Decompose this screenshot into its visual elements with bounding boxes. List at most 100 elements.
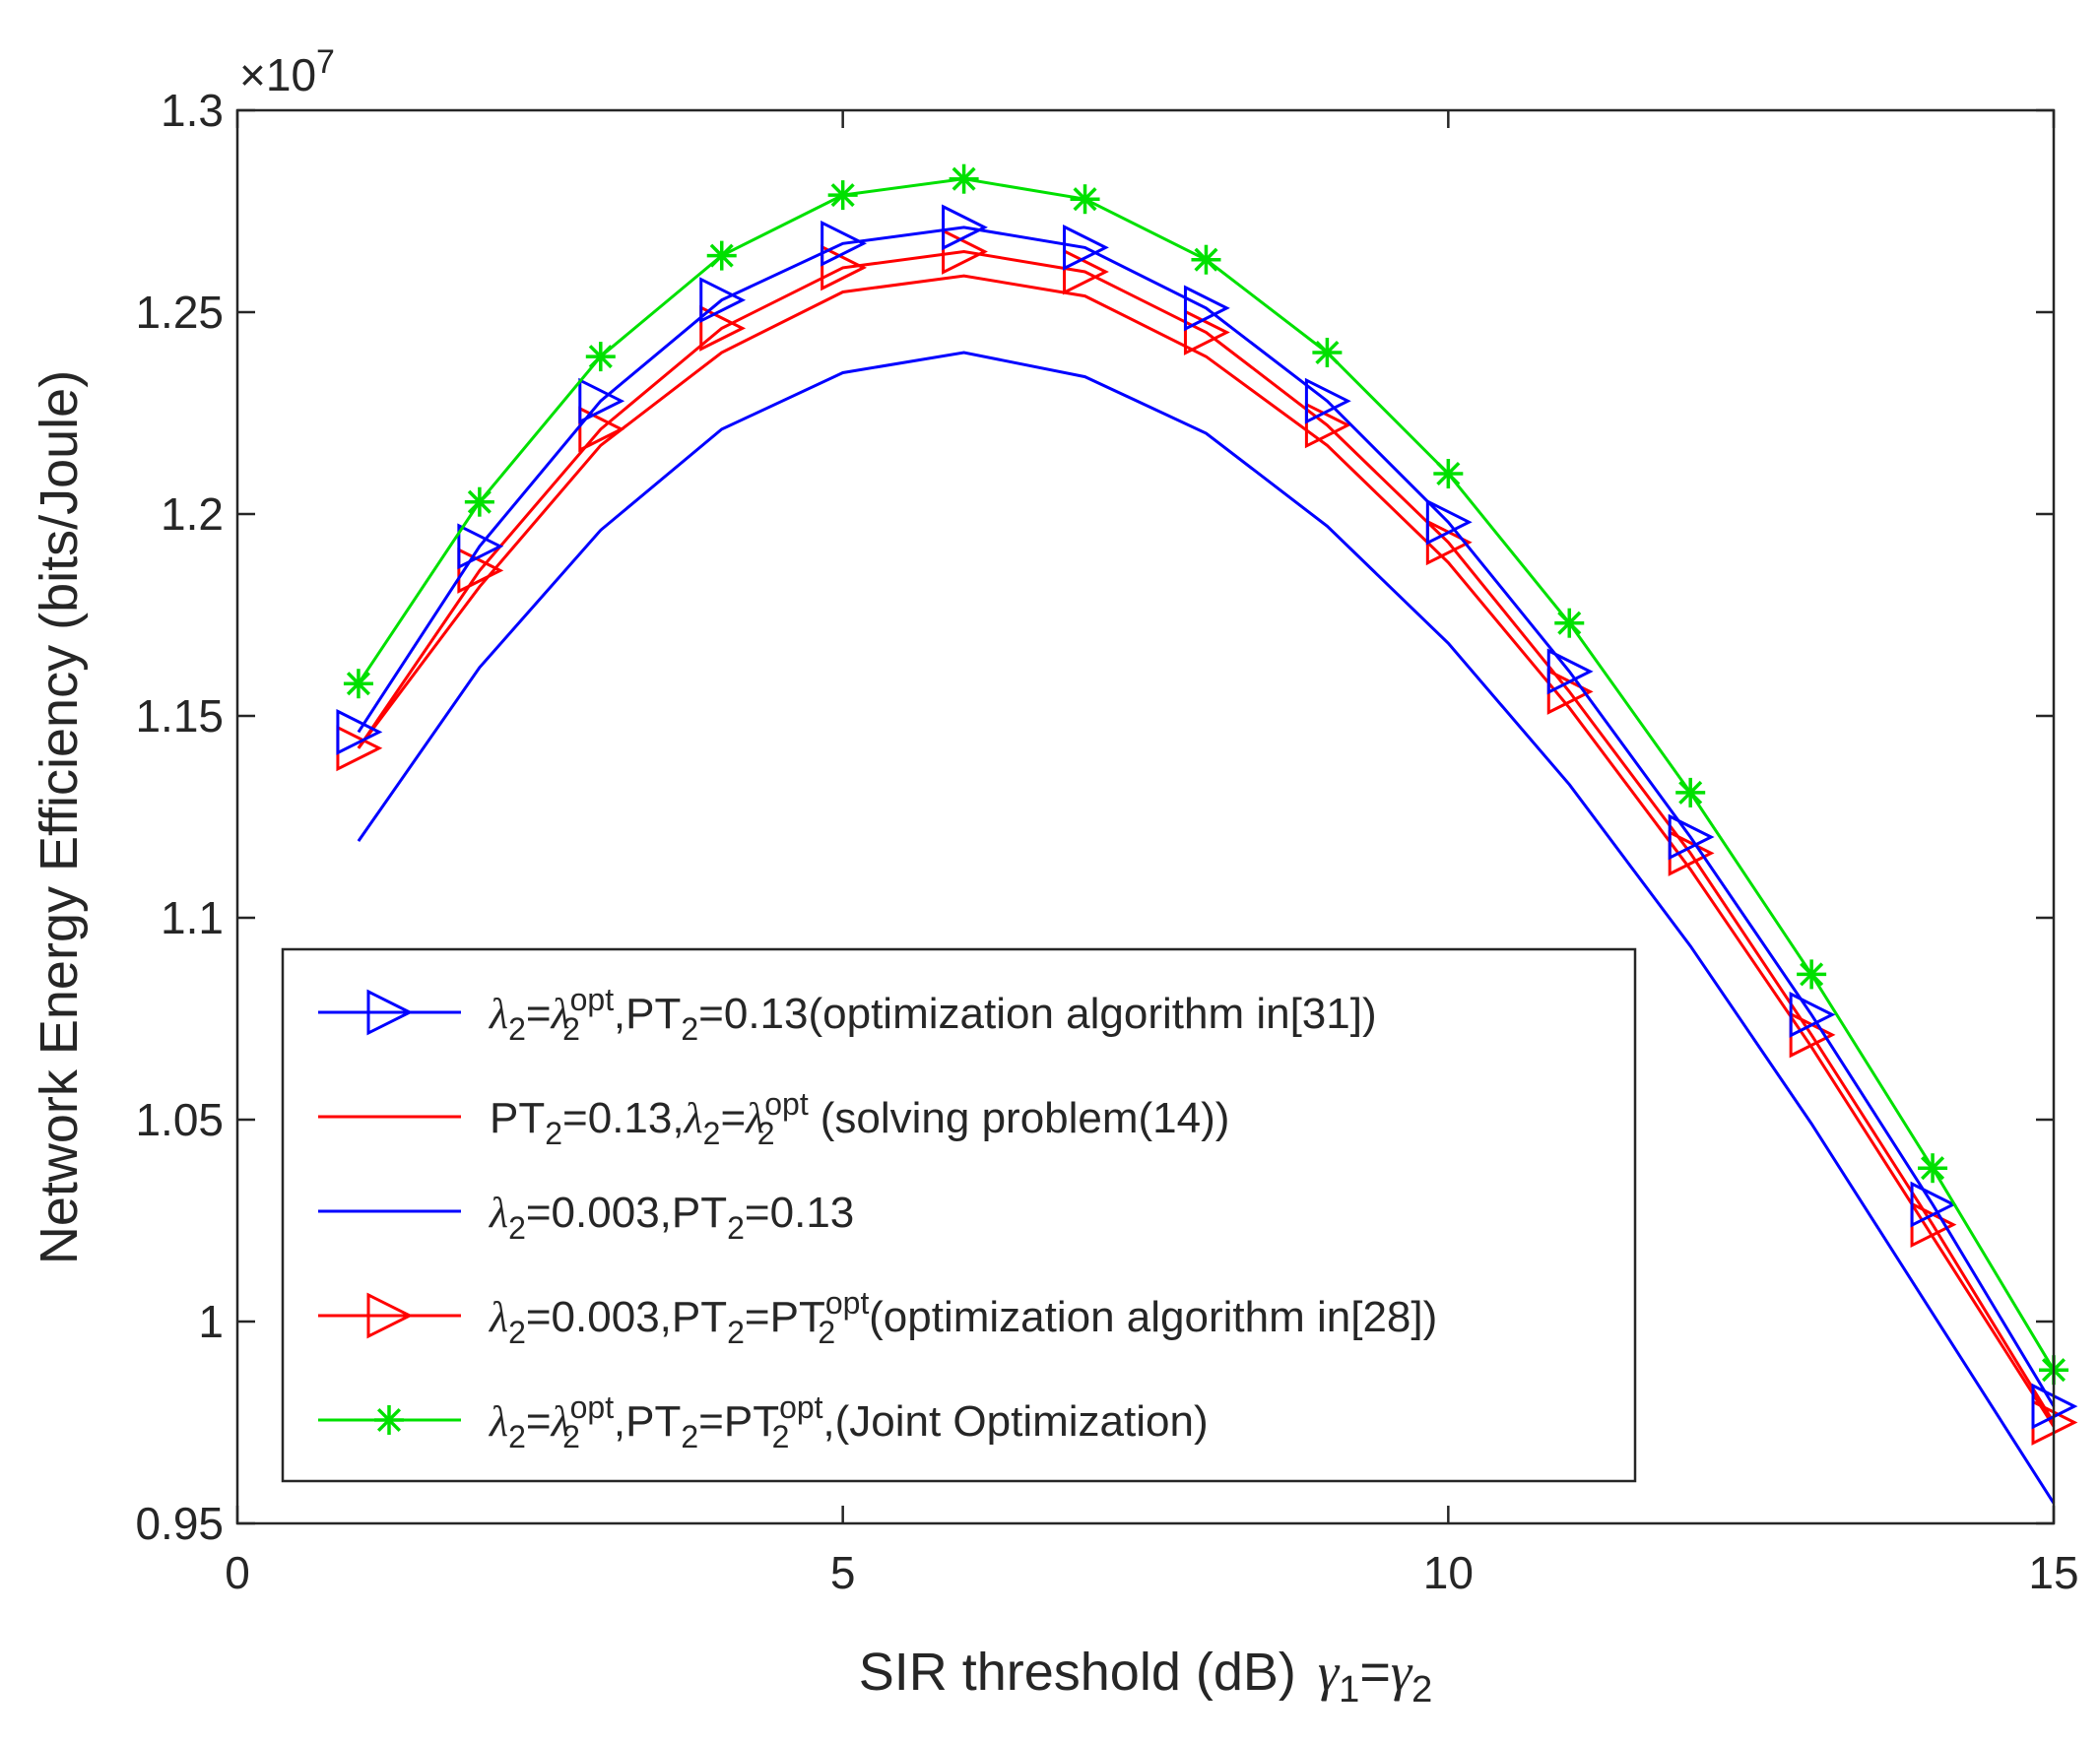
x-tick-label: 5 <box>830 1547 856 1598</box>
legend-subscript: 2 <box>681 1419 698 1454</box>
series-5 <box>343 163 2068 1386</box>
legend-subscript: 2 <box>772 1419 790 1454</box>
series-5-point <box>1191 244 1221 275</box>
legend-superscript: opt <box>764 1086 809 1122</box>
series-2-line <box>357 274 2056 1428</box>
series-1-point <box>699 277 747 324</box>
star-stroke <box>1436 461 1461 486</box>
series-1-point <box>1668 813 1715 861</box>
y-exponent-base: ×10 <box>239 49 316 100</box>
star-stroke <box>709 243 734 268</box>
series-2 <box>357 274 2056 1428</box>
star-stroke <box>1800 962 1824 987</box>
y-tick-label: 1.1 <box>161 892 224 943</box>
series-4-point <box>820 244 868 291</box>
star-stroke <box>1557 611 1582 635</box>
series-1-point <box>942 204 988 251</box>
legend-symbol: λ <box>550 990 570 1038</box>
legend-subscript: 2 <box>508 1011 526 1047</box>
legend-text-part: =0.003,PT <box>526 1189 727 1237</box>
series-1 <box>336 204 2078 1430</box>
x-axis-label: SIR threshold (dB) γ1=γ2 <box>859 1643 1433 1711</box>
series-5-point <box>1797 959 1827 990</box>
series-1-line <box>357 226 2056 1407</box>
x-axis-label-main: SIR threshold (dB) <box>859 1643 1296 1702</box>
legend-label: λ2​=0.003,PT2​=0.13 <box>488 1189 854 1246</box>
legend-text-part: =0.13(optimization algorithm in[31]) <box>698 990 1376 1038</box>
series-5-point <box>1918 1153 1948 1184</box>
series-4-point <box>699 304 747 352</box>
series-5-point <box>1675 777 1706 807</box>
series-1-point <box>1789 991 1836 1038</box>
legend-text-part: =PT <box>698 1397 779 1446</box>
legend-symbol: λ <box>488 990 508 1038</box>
legend-text-part: (solving problem(14)) <box>809 1094 1230 1142</box>
legend-symbol: λ <box>744 1094 764 1142</box>
legend-subscript: 2 <box>562 1011 580 1047</box>
series-4-point <box>1304 402 1351 449</box>
star-stroke <box>346 672 370 696</box>
legend-subscript: 2 <box>545 1116 562 1151</box>
legend-subscript: 2 <box>757 1116 775 1151</box>
legend-subscript: 2 <box>727 1210 745 1246</box>
legend-swatch-marker <box>366 1292 414 1339</box>
y-tick-label: 1.3 <box>161 85 224 136</box>
legend-text-part: ,PT <box>614 990 681 1038</box>
series-4-point <box>457 547 504 594</box>
series-4-point <box>1063 248 1109 295</box>
axes-layer: 0 5 10 15 0.95 1 1.05 1.1 1.15 1.2 1.25 1.3 <box>135 85 2078 1598</box>
series-layer <box>336 163 2078 1505</box>
series-1-point <box>457 523 504 570</box>
x-axis-equals: = <box>1359 1643 1391 1702</box>
star-stroke <box>467 489 492 514</box>
series-1-point <box>1910 1181 1957 1228</box>
legend-text-part: =0.003,PT <box>526 1293 727 1341</box>
star-stroke <box>588 345 613 369</box>
y-exponent-power: 7 <box>316 43 335 81</box>
legend-symbol: λ <box>683 1094 703 1142</box>
legend-text-part: (optimization algorithm in[28]) <box>869 1293 1437 1341</box>
series-3 <box>357 351 2056 1505</box>
legend-superscript: opt <box>825 1285 870 1321</box>
legend-symbol: λ <box>488 1397 508 1446</box>
series-5-point <box>949 163 979 194</box>
legend-symbol: λ <box>488 1189 508 1237</box>
star-stroke <box>1315 340 1340 365</box>
series-1-point <box>578 377 625 424</box>
series-4-point <box>1183 309 1230 355</box>
legend-text-part: =0.13 <box>745 1189 854 1237</box>
axes-frame <box>235 108 2056 1525</box>
star-stroke <box>830 183 855 208</box>
series-1-point <box>1304 377 1351 424</box>
star-stroke <box>1073 187 1097 212</box>
y-tick-label: 1.15 <box>135 690 224 742</box>
x-axis-gamma-2: γ <box>1391 1643 1413 1702</box>
y-exponent-label: ×107 <box>239 43 335 100</box>
series-1-point <box>1425 498 1473 546</box>
series-1-point <box>820 220 868 267</box>
legend-subscript: 2 <box>727 1315 745 1350</box>
series-5-point <box>464 486 494 517</box>
series-5-point <box>827 180 858 211</box>
legend-symbol: λ <box>550 1397 570 1446</box>
legend-text-part: = <box>720 1094 746 1142</box>
legend-superscript: opt <box>570 1389 615 1425</box>
legend-subscript: 2 <box>562 1419 580 1454</box>
legend-swatch-marker <box>366 989 414 1036</box>
legend-subscript: 2 <box>508 1210 526 1246</box>
legend-text-part: =0.13, <box>562 1094 685 1142</box>
series-4-point <box>942 228 988 275</box>
legend-superscript: opt <box>779 1389 823 1425</box>
series-3-line <box>357 351 2056 1505</box>
legend-text-part: =PT <box>745 1293 825 1341</box>
y-tick-label: 1.05 <box>135 1094 224 1145</box>
x-tick-label: 10 <box>1423 1547 1474 1598</box>
legend-subscript: 2 <box>508 1419 526 1454</box>
